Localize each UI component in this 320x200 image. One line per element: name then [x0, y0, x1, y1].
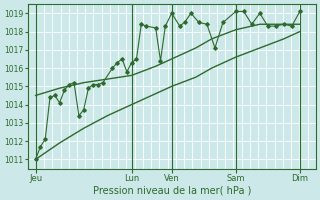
X-axis label: Pression niveau de la mer( hPa ): Pression niveau de la mer( hPa ) [92, 186, 251, 196]
